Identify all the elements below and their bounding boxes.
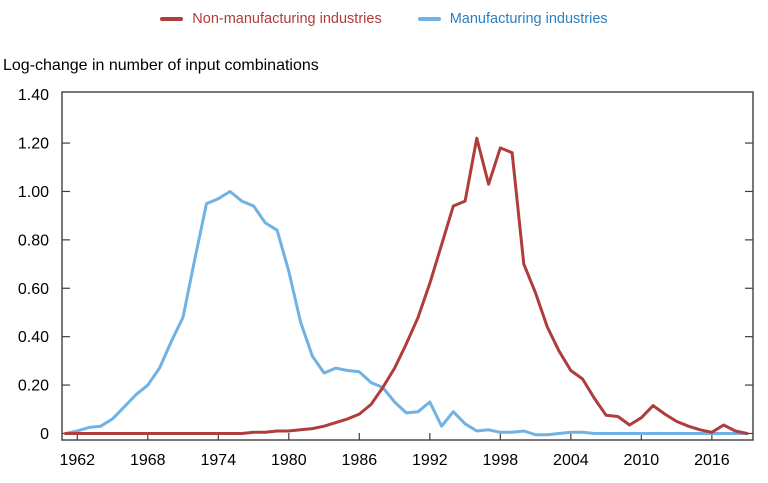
legend-label-non-manufacturing: Non-manufacturing industries bbox=[192, 11, 382, 27]
y-tick-label: 1.20 bbox=[18, 136, 49, 153]
x-tick-label: 1962 bbox=[59, 452, 95, 469]
y-tick-label: 1.00 bbox=[18, 184, 49, 201]
legend: Non-manufacturing industries Manufacturi… bbox=[0, 9, 768, 29]
series-line-non-manufacturing bbox=[64, 136, 749, 435]
manufacturing-line-swatch-icon bbox=[417, 17, 441, 21]
y-tick-label: 0.80 bbox=[18, 232, 49, 249]
x-tick-label: 1974 bbox=[201, 452, 237, 469]
y-tick-label: 0.60 bbox=[18, 281, 49, 298]
legend-item-manufacturing: Manufacturing industries bbox=[417, 9, 608, 29]
series-line-manufacturing bbox=[64, 190, 749, 437]
y-tick-label: 0.40 bbox=[18, 329, 49, 346]
legend-label-manufacturing: Manufacturing industries bbox=[449, 11, 608, 27]
x-tick-label: 2004 bbox=[553, 452, 589, 469]
non-manufacturing-line-swatch-icon bbox=[160, 17, 184, 21]
y-axis-title: Log-change in number of input combinatio… bbox=[3, 57, 319, 74]
x-tick-label: 2016 bbox=[694, 452, 730, 469]
x-tick-label: 1986 bbox=[342, 452, 378, 469]
y-tick-label: 0.20 bbox=[18, 378, 49, 395]
plot-border bbox=[61, 91, 754, 441]
y-tick-label: 1.40 bbox=[18, 87, 49, 104]
x-tick-label: 1968 bbox=[130, 452, 166, 469]
y-tick-label: 0 bbox=[40, 426, 49, 443]
x-tick-label: 2010 bbox=[624, 452, 660, 469]
x-tick-label: 1980 bbox=[271, 452, 307, 469]
x-tick-label: 1998 bbox=[483, 452, 519, 469]
x-tick-label: 1992 bbox=[412, 452, 448, 469]
legend-item-non-manufacturing: Non-manufacturing industries bbox=[160, 9, 382, 29]
